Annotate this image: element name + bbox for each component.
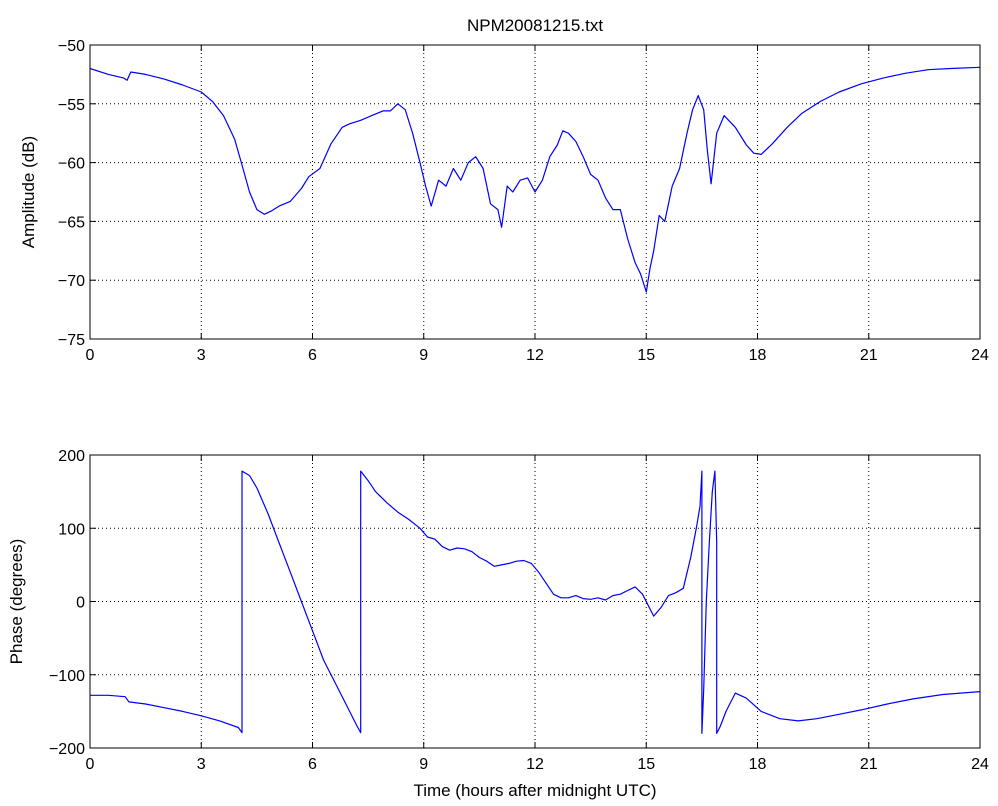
x-tick-label: 3 <box>197 756 206 773</box>
x-tick-label: 18 <box>749 347 767 364</box>
x-tick-label: 24 <box>971 756 989 773</box>
y-tick-label: −75 <box>58 332 85 349</box>
x-tick-label: 21 <box>860 347 878 364</box>
x-tick-label: 0 <box>86 347 95 364</box>
chart-title: NPM20081215.txt <box>467 16 603 35</box>
y-tick-label: −70 <box>58 273 85 290</box>
x-tick-label: 0 <box>86 756 95 773</box>
x-tick-label: 3 <box>197 347 206 364</box>
x-tick-label: 6 <box>308 756 317 773</box>
series-line <box>90 470 981 735</box>
series-line <box>89 66 981 293</box>
y-tick-label: −60 <box>58 156 85 173</box>
x-tick-label: 9 <box>419 347 428 364</box>
y-tick-label: −65 <box>58 214 85 231</box>
y-tick-label: −50 <box>58 38 85 55</box>
x-tick-label: 15 <box>637 756 655 773</box>
x-tick-label: 6 <box>308 347 317 364</box>
y-tick-label: −100 <box>49 668 85 685</box>
x-tick-label: 18 <box>749 756 767 773</box>
y-axis-label: Phase (degrees) <box>7 539 26 665</box>
y-tick-label: 0 <box>76 595 85 612</box>
x-tick-label: 12 <box>526 756 544 773</box>
x-tick-label: 9 <box>419 756 428 773</box>
y-tick-label: 100 <box>58 521 85 538</box>
y-tick-label: −200 <box>49 741 85 758</box>
x-axis-label: Time (hours after midnight UTC) <box>413 781 656 800</box>
amplitude-axes: 0 3 6 9 12 15 18 21 24 −75 −70 −65 −60 −55 −50 NPM20081… <box>19 16 989 364</box>
y-tick-label: 200 <box>58 448 85 465</box>
x-tick-label: 15 <box>637 347 655 364</box>
y-axis-label: Amplitude (dB) <box>19 136 38 248</box>
x-tick-label: 12 <box>526 347 544 364</box>
phase-axes: 0 3 6 9 12 15 18 21 24 −200 −100 0 100 200 Time (hours… <box>7 448 989 800</box>
x-tick-label: 24 <box>971 347 989 364</box>
x-tick-label: 21 <box>860 756 878 773</box>
y-tick-label: −55 <box>58 97 85 114</box>
